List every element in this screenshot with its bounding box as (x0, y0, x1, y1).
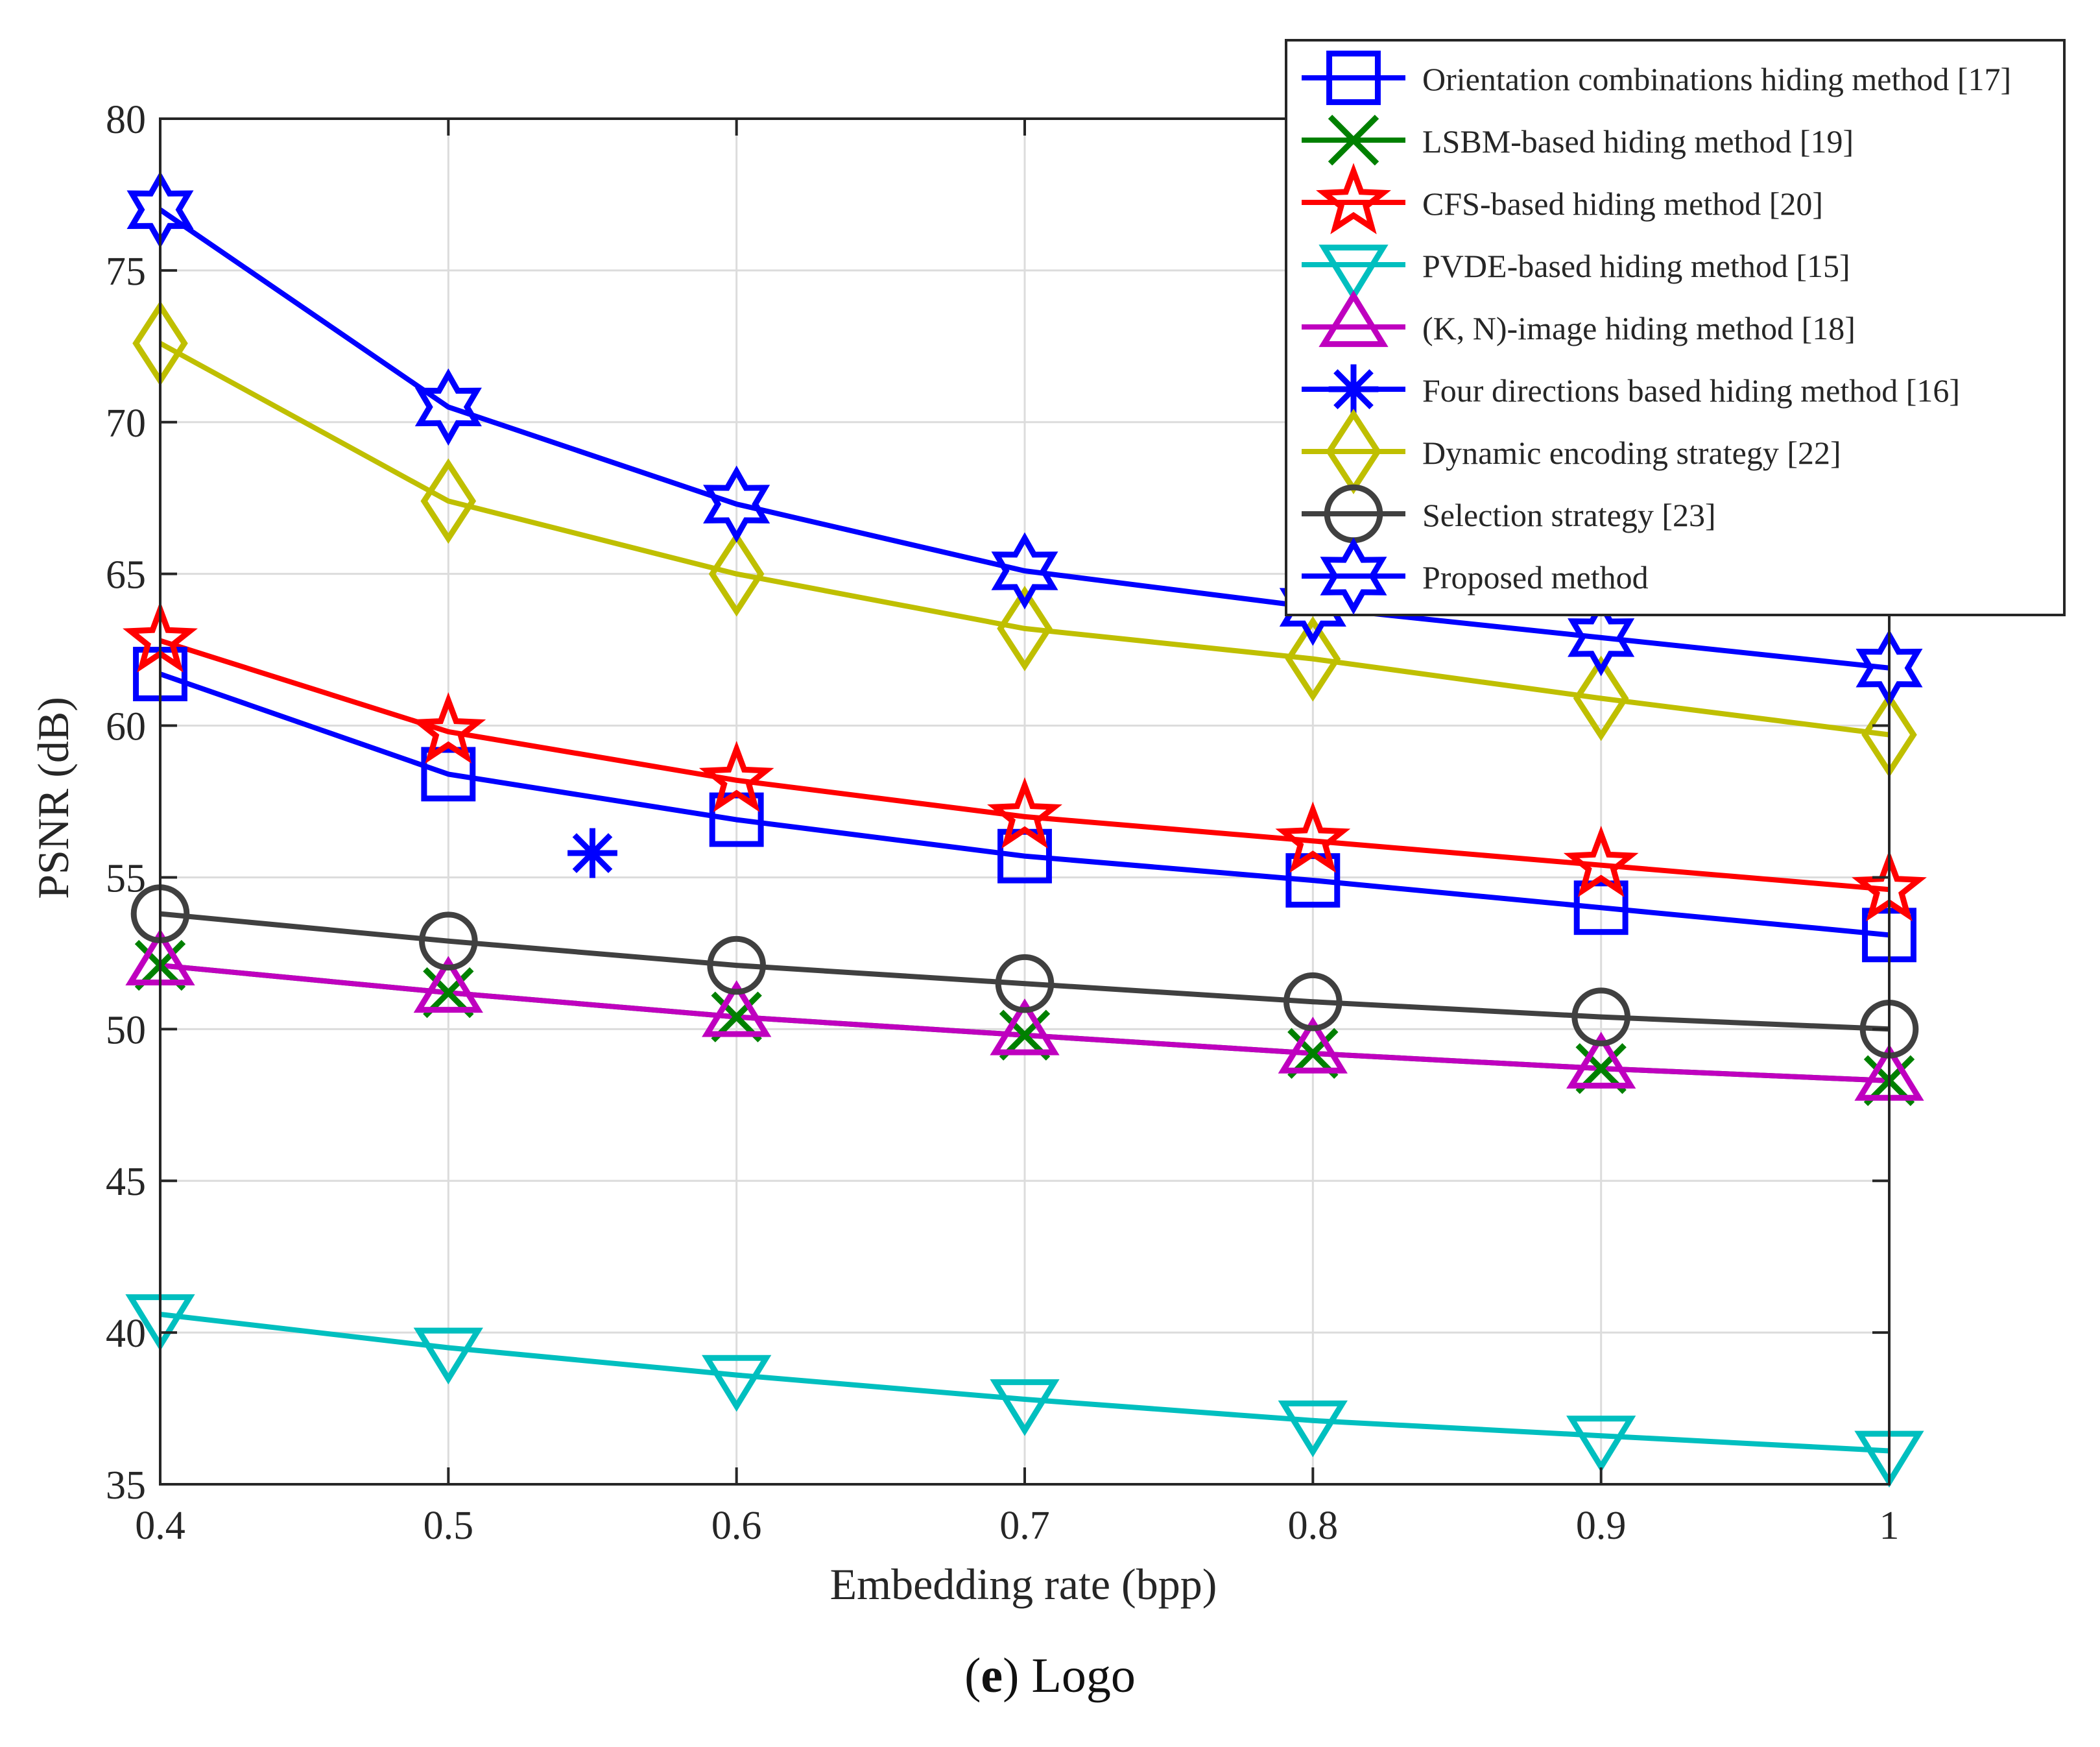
data-point-8 (1568, 599, 1635, 677)
caption-letter: e (981, 1648, 1003, 1703)
x-axis-label: Embedding rate (bpp) (830, 1560, 1217, 1609)
legend: Orientation combinations hiding method [… (1285, 39, 2066, 616)
data-point-4 (990, 998, 1060, 1055)
data-point-5 (567, 828, 617, 878)
data-point-6 (708, 531, 765, 617)
legend-label: Selection strategy [23] (1422, 497, 1716, 533)
y-tick-label: 55 (106, 856, 146, 900)
x-tick-label: 0.6 (711, 1504, 762, 1548)
data-point-6 (1573, 655, 1629, 741)
x-tick-label: 0.8 (1288, 1504, 1339, 1548)
legend-marker (1320, 537, 1387, 615)
series-line-3 (160, 1312, 1890, 1454)
legend-marker (1318, 245, 1389, 302)
data-point-2 (698, 740, 774, 813)
legend-box (1285, 39, 2066, 616)
data-point-2 (411, 692, 486, 764)
data-point-4 (1278, 1017, 1348, 1074)
legend-label: Dynamic encoding strategy [22] (1422, 435, 1841, 471)
series-line-2 (159, 638, 1890, 893)
legend-label: Proposed method (1422, 559, 1649, 596)
data-point-6 (997, 586, 1053, 671)
y-tick-label: 35 (106, 1464, 146, 1508)
axes: 0.4 0.5 0.6 0.7 0.8 0.9 1 35 40 45 50 55 60 65 70 75 80 (106, 98, 1900, 1548)
y-tick-label: 40 (106, 1312, 146, 1356)
data-point-3 (702, 1355, 772, 1412)
data-point-7 (707, 935, 766, 995)
data-point-2 (987, 777, 1062, 849)
y-tick-label: 60 (106, 705, 146, 749)
series-line-0 (159, 671, 1890, 938)
y-tick-label: 50 (106, 1008, 146, 1052)
y-axis-label: PSNR (dB) (29, 697, 78, 899)
data-point-0 (1573, 880, 1629, 935)
x-tick-label: 1 (1879, 1504, 1900, 1548)
data-point-7 (419, 911, 478, 970)
data-point-8 (703, 465, 770, 543)
data-point-6 (1285, 616, 1341, 702)
legend-label: PVDE-based hiding method [15] (1422, 248, 1850, 284)
series-line-7 (160, 911, 1890, 1032)
legend-label: (K, N)-image hiding method [18] (1422, 310, 1855, 346)
plot-frame (159, 117, 1891, 1486)
legend-label: Four directions based hiding method [16] (1422, 372, 1960, 409)
data-point-8 (991, 532, 1058, 610)
data-point-3 (990, 1379, 1060, 1436)
data-point-3 (413, 1327, 483, 1385)
legend-marker (1328, 364, 1379, 415)
data-point-8 (414, 368, 482, 446)
data-point-0 (421, 747, 476, 802)
series-line-6 (159, 341, 1890, 738)
figure-caption: (e) Logo (964, 1648, 1136, 1703)
y-tick-label: 70 (106, 402, 146, 446)
legend-label: LSBM-based hiding method [19] (1422, 123, 1854, 160)
data-point-3 (1278, 1400, 1348, 1458)
x-tick-label: 0.5 (424, 1504, 474, 1548)
x-tick-label: 0.4 (135, 1504, 185, 1548)
caption-text: Logo (1031, 1648, 1136, 1703)
data-point-7 (1571, 987, 1630, 1046)
legend-marker (1316, 163, 1391, 235)
data-point-2 (1275, 801, 1351, 873)
y-tick-label: 65 (106, 553, 146, 597)
data-point-3 (1566, 1416, 1636, 1473)
data-point-6 (420, 458, 477, 544)
data-point-4 (1566, 1031, 1636, 1089)
data-point-4 (413, 956, 483, 1013)
legend-label: CFS-based hiding method [20] (1422, 186, 1823, 222)
data-point-7 (995, 954, 1055, 1013)
legend-marker (1328, 114, 1379, 166)
data-point-7 (1283, 972, 1342, 1031)
y-tick-label: 75 (106, 250, 146, 294)
x-tick-label: 0.7 (999, 1504, 1050, 1548)
legend-label: Orientation combinations hiding method [… (1422, 61, 2011, 97)
legend-marker (1326, 51, 1381, 105)
x-tick-label: 0.9 (1576, 1504, 1627, 1548)
y-tick-label: 80 (106, 98, 146, 142)
legend-marker (1318, 290, 1389, 347)
series-line-8 (158, 207, 1890, 671)
data-point-4 (702, 980, 772, 1037)
y-tick-label: 45 (106, 1160, 146, 1204)
data-point-2 (1563, 825, 1639, 898)
